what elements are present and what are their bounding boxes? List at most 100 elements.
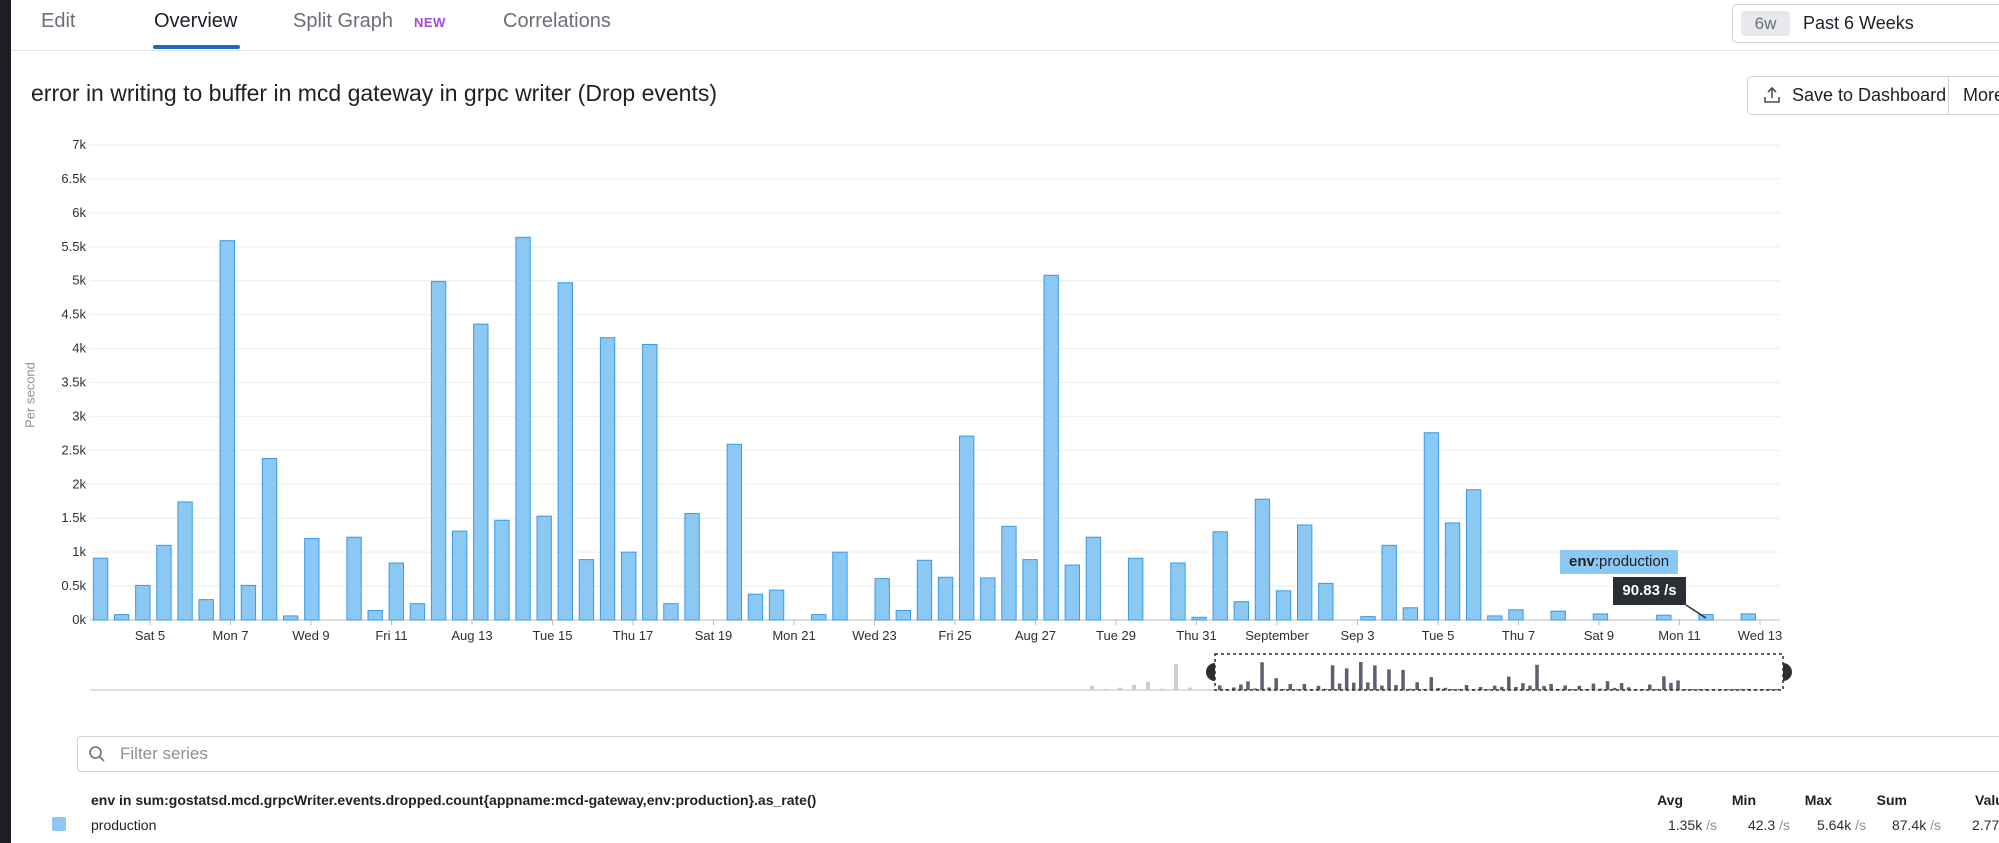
- bar[interactable]: [1740, 613, 1756, 621]
- bar[interactable]: [1275, 590, 1292, 621]
- bar[interactable]: [346, 536, 362, 621]
- bar[interactable]: [1254, 498, 1271, 621]
- bar[interactable]: [768, 589, 785, 621]
- time-range-selector[interactable]: 6w Past 6 Weeks: [1732, 4, 1999, 43]
- series-name[interactable]: production: [91, 817, 157, 833]
- overview-bar: [1253, 688, 1257, 690]
- overview-bar: [1288, 684, 1293, 690]
- bar[interactable]: [895, 610, 911, 621]
- bar[interactable]: [916, 559, 933, 621]
- bar[interactable]: [832, 551, 848, 621]
- bar[interactable]: [599, 337, 616, 621]
- bar[interactable]: [1656, 614, 1672, 621]
- bar[interactable]: [1191, 616, 1207, 621]
- tab-edit[interactable]: Edit: [41, 10, 76, 32]
- bar[interactable]: [811, 614, 827, 621]
- col-min[interactable]: Min: [1731, 792, 1756, 808]
- overview-handle-right[interactable]: [1783, 663, 1792, 681]
- bar[interactable]: [114, 614, 130, 621]
- cell-value: 2.77k: [1972, 817, 1999, 833]
- overview-handle-left[interactable]: [1206, 663, 1215, 681]
- x-tick-label: September: [1245, 628, 1309, 643]
- bar[interactable]: [177, 501, 193, 621]
- bar[interactable]: [1444, 522, 1461, 621]
- bar[interactable]: [747, 593, 764, 621]
- cell-avg: 1.35k /s: [1668, 817, 1717, 833]
- col-value[interactable]: Value: [1975, 792, 1999, 808]
- more-button[interactable]: More: [1949, 77, 1999, 114]
- bar[interactable]: [536, 515, 552, 621]
- bar[interactable]: [1423, 432, 1440, 621]
- overview-window[interactable]: [1214, 653, 1784, 691]
- bar[interactable]: [1043, 274, 1059, 621]
- bar[interactable]: [1508, 609, 1524, 621]
- x-tick-label: Mon 21: [772, 628, 815, 643]
- bar[interactable]: [367, 610, 383, 621]
- series-swatch[interactable]: [52, 817, 66, 831]
- bar[interactable]: [1022, 559, 1038, 621]
- bar[interactable]: [980, 577, 996, 621]
- bar[interactable]: [578, 559, 595, 621]
- bar[interactable]: [1466, 489, 1482, 621]
- bar[interactable]: [1487, 615, 1503, 621]
- bar[interactable]: [1212, 531, 1228, 621]
- bar[interactable]: [1170, 562, 1186, 621]
- bar[interactable]: [959, 435, 975, 621]
- bar[interactable]: [240, 584, 257, 621]
- bar[interactable]: [1233, 601, 1249, 621]
- bar[interactable]: [261, 458, 278, 621]
- bar[interactable]: [388, 562, 404, 621]
- bar[interactable]: [283, 615, 299, 621]
- filter-series[interactable]: [77, 736, 1999, 772]
- time-range-label: Past 6 Weeks: [1803, 13, 1914, 33]
- bar[interactable]: [1001, 525, 1017, 621]
- overview-bar: [1246, 681, 1250, 690]
- overview-bar: [1697, 689, 1701, 690]
- bar[interactable]: [621, 551, 637, 621]
- bar[interactable]: [1360, 616, 1376, 621]
- bar[interactable]: [1297, 524, 1313, 621]
- bar[interactable]: [452, 530, 468, 621]
- bar[interactable]: [1381, 544, 1397, 621]
- bar[interactable]: [1085, 536, 1102, 621]
- main-chart[interactable]: 0k 0.5k 1k 1.5k 2k 2.5k 3k 3.5k 4k 4.5k 5k 5.5k 6k 6.…: [0, 125, 1999, 645]
- bar[interactable]: [494, 519, 510, 621]
- bar[interactable]: [409, 603, 426, 621]
- overview-navigator[interactable]: [0, 648, 1999, 698]
- tab-split-graph[interactable]: Split Graph: [293, 10, 394, 32]
- bar[interactable]: [1064, 564, 1080, 621]
- filter-series-input[interactable]: [118, 741, 922, 767]
- overview-bar: [1443, 687, 1448, 690]
- bar[interactable]: [557, 282, 573, 621]
- bar[interactable]: [304, 538, 320, 621]
- bar[interactable]: [1550, 610, 1566, 621]
- bar[interactable]: [135, 584, 151, 621]
- overview-bar: [1507, 676, 1511, 690]
- tab-correlations[interactable]: Correlations: [503, 10, 611, 32]
- bar[interactable]: [1318, 582, 1334, 621]
- bar[interactable]: [642, 344, 658, 621]
- bar[interactable]: [1592, 613, 1609, 621]
- bar[interactable]: [874, 578, 890, 621]
- overview-bar: [1415, 682, 1419, 690]
- bar[interactable]: [198, 599, 214, 621]
- bar[interactable]: [473, 323, 489, 621]
- col-avg[interactable]: Avg: [1657, 792, 1683, 808]
- bar[interactable]: [156, 544, 172, 621]
- overview-bar: [1570, 689, 1575, 690]
- bar[interactable]: [937, 576, 954, 621]
- bar[interactable]: [92, 557, 109, 621]
- col-sum[interactable]: Sum: [1876, 792, 1907, 808]
- bar[interactable]: [726, 443, 742, 621]
- bar[interactable]: [663, 603, 679, 621]
- bar[interactable]: [1402, 607, 1418, 621]
- bar[interactable]: [1128, 557, 1144, 621]
- overview-bar: [1500, 686, 1504, 690]
- bar[interactable]: [219, 240, 235, 621]
- bar[interactable]: [430, 280, 447, 621]
- bar[interactable]: [515, 236, 531, 621]
- col-max[interactable]: Max: [1804, 792, 1832, 808]
- save-to-dashboard-button[interactable]: Save to Dashboard: [1748, 77, 1949, 114]
- tab-overview[interactable]: Overview: [154, 10, 238, 32]
- bar[interactable]: [684, 512, 700, 621]
